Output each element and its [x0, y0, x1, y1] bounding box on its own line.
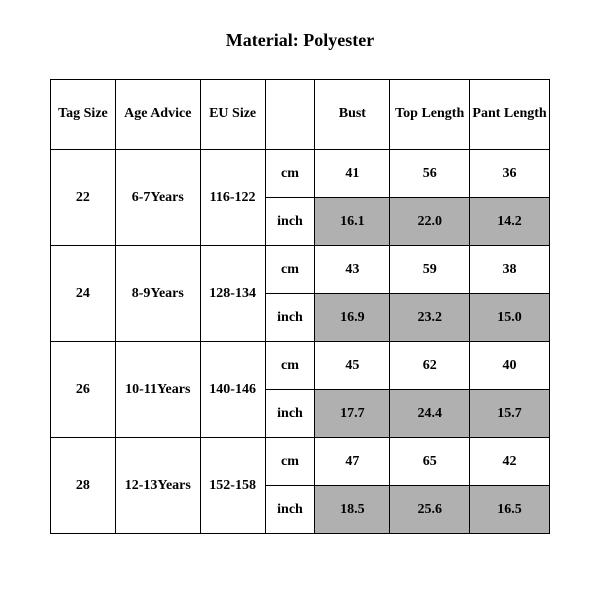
cell-top_length-inch: 22.0 — [390, 198, 470, 246]
cell-bust-cm: 41 — [315, 150, 390, 198]
cell-top_length-inch: 23.2 — [390, 294, 470, 342]
table-row: 226-7Years116-122cm415636 — [51, 150, 550, 198]
cell-pant_length-inch: 14.2 — [470, 198, 550, 246]
size-chart-page: Material: Polyester Tag Size Age Advice … — [0, 0, 600, 554]
cell-unit-inch: inch — [265, 198, 315, 246]
cell-pant_length-cm: 42 — [470, 438, 550, 486]
col-unit — [265, 80, 315, 150]
cell-pant_length-cm: 40 — [470, 342, 550, 390]
cell-tag-size: 24 — [51, 246, 116, 342]
cell-top_length-cm: 62 — [390, 342, 470, 390]
cell-pant_length-cm: 38 — [470, 246, 550, 294]
cell-top_length-inch: 24.4 — [390, 390, 470, 438]
table-row: 2610-11Years140-146cm456240 — [51, 342, 550, 390]
page-title: Material: Polyester — [50, 30, 550, 51]
cell-age-advice: 10-11Years — [115, 342, 200, 438]
cell-top_length-inch: 25.6 — [390, 486, 470, 534]
col-pant-length: Pant Length — [470, 80, 550, 150]
cell-bust-cm: 43 — [315, 246, 390, 294]
table-head: Tag Size Age Advice EU Size Bust Top Len… — [51, 80, 550, 150]
cell-bust-inch: 16.9 — [315, 294, 390, 342]
cell-unit-cm: cm — [265, 438, 315, 486]
cell-tag-size: 26 — [51, 342, 116, 438]
cell-unit-inch: inch — [265, 486, 315, 534]
cell-eu-size: 116-122 — [200, 150, 265, 246]
col-eu-size: EU Size — [200, 80, 265, 150]
cell-top_length-cm: 59 — [390, 246, 470, 294]
cell-pant_length-inch: 15.0 — [470, 294, 550, 342]
table-row: 2812-13Years152-158cm476542 — [51, 438, 550, 486]
col-tag-size: Tag Size — [51, 80, 116, 150]
cell-tag-size: 28 — [51, 438, 116, 534]
cell-unit-inch: inch — [265, 390, 315, 438]
size-chart-table: Tag Size Age Advice EU Size Bust Top Len… — [50, 79, 550, 534]
cell-bust-inch: 18.5 — [315, 486, 390, 534]
cell-age-advice: 8-9Years — [115, 246, 200, 342]
cell-tag-size: 22 — [51, 150, 116, 246]
table-row: 248-9Years128-134cm435938 — [51, 246, 550, 294]
cell-eu-size: 128-134 — [200, 246, 265, 342]
cell-bust-inch: 16.1 — [315, 198, 390, 246]
cell-unit-cm: cm — [265, 342, 315, 390]
cell-age-advice: 6-7Years — [115, 150, 200, 246]
cell-bust-cm: 45 — [315, 342, 390, 390]
cell-unit-cm: cm — [265, 150, 315, 198]
cell-pant_length-cm: 36 — [470, 150, 550, 198]
cell-eu-size: 140-146 — [200, 342, 265, 438]
cell-unit-cm: cm — [265, 246, 315, 294]
col-top-length: Top Length — [390, 80, 470, 150]
cell-bust-inch: 17.7 — [315, 390, 390, 438]
cell-unit-inch: inch — [265, 294, 315, 342]
col-bust: Bust — [315, 80, 390, 150]
col-age-advice: Age Advice — [115, 80, 200, 150]
table-body: 226-7Years116-122cm415636inch16.122.014.… — [51, 150, 550, 534]
cell-pant_length-inch: 15.7 — [470, 390, 550, 438]
cell-eu-size: 152-158 — [200, 438, 265, 534]
cell-top_length-cm: 65 — [390, 438, 470, 486]
cell-age-advice: 12-13Years — [115, 438, 200, 534]
cell-pant_length-inch: 16.5 — [470, 486, 550, 534]
cell-top_length-cm: 56 — [390, 150, 470, 198]
cell-bust-cm: 47 — [315, 438, 390, 486]
